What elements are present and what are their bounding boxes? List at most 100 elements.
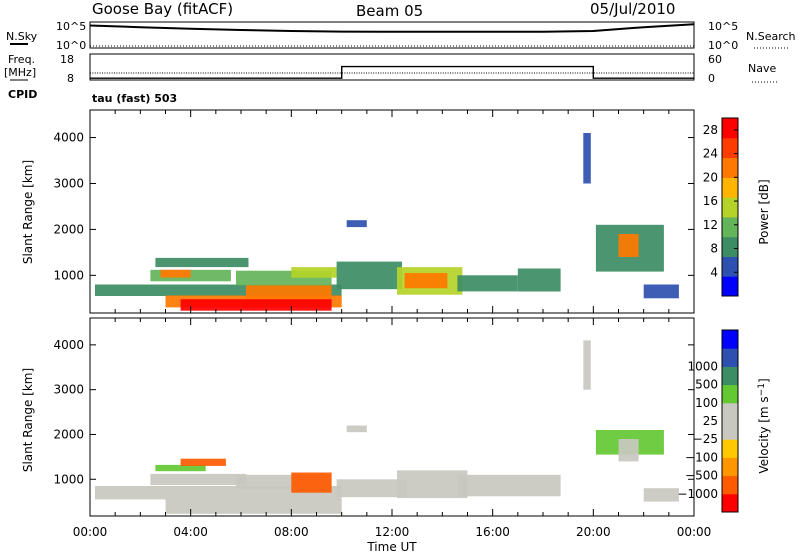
velocity-colorbar-cell-2 [722, 457, 738, 477]
velocity-x-ticks [89, 318, 695, 516]
freq-label-line1: Freq. [8, 53, 35, 66]
velocity-colorbar-cell-8 [722, 348, 738, 367]
power-colorbar-label-0: 4 [710, 265, 718, 279]
noise-tick-top-right: 10^5 [708, 20, 738, 33]
power-colorbar-label: Power [dB] [757, 179, 771, 244]
velocity-colorbar-cell-0 [722, 493, 738, 513]
echo-region-2 [155, 257, 249, 268]
power-colorbar-frame [721, 117, 739, 297]
y-tick-label-1: 2000 [53, 427, 84, 441]
velocity-colorbar-cell-7 [722, 366, 738, 386]
power-panel: 1000 2000 3000 4000 Slant Range [km] 4 8 12 16… [21, 109, 771, 314]
echo-region-6 [291, 472, 332, 493]
velocity-ylabel: Slant Range [km] [21, 368, 35, 472]
time-label-2: 08:00 [274, 525, 309, 539]
velocity-colorbar-cell-1 [722, 475, 738, 495]
velocity-colorbar-label: Velocity [m s−1] [757, 378, 771, 473]
echo-region-14 [517, 268, 561, 292]
velocity-colorbar-label-1: −500 [685, 469, 718, 483]
power-x-ticks [89, 110, 695, 313]
power-colorbar-cell-5 [722, 177, 738, 198]
time-label-4: 16:00 [475, 525, 510, 539]
power-colorbar-cell-4 [722, 197, 738, 218]
echo-region-13 [457, 275, 518, 292]
time-label-0: 00:00 [73, 525, 108, 539]
nave-tick-bottom: 0 [708, 72, 715, 85]
time-label-5: 20:00 [576, 525, 611, 539]
echo-region-9 [457, 474, 561, 497]
velocity-colorbar-label-3: −25 [693, 432, 718, 446]
echo-region-0 [95, 284, 342, 296]
velocity-colorbar-frame [721, 329, 739, 513]
frequency-panel-frame [89, 53, 695, 81]
velocity-colorbar-label-0: −1000 [677, 487, 718, 501]
power-colorbar-cell-2 [722, 236, 738, 257]
time-axis-title: Time UT [366, 540, 417, 554]
power-colorbar-label-2: 12 [703, 218, 718, 232]
noise-tick-bottom-left: 10^0 [56, 39, 86, 52]
y-tick-label-0: 1000 [53, 268, 84, 282]
nsky-label: N.Sky [6, 30, 38, 43]
velocity-y-ticks: 1000 2000 3000 4000 [53, 338, 694, 486]
date-title: 05/Jul/2010 [590, 0, 675, 18]
time-label-6: 00:00 [677, 525, 712, 539]
power-colorbar: 4 8 12 16 20 24 28 [703, 117, 739, 297]
velocity-colorbar-cell-3 [722, 439, 738, 458]
velocity-colorbar-label-tail: ] [757, 378, 771, 383]
velocity-colorbar-label-6: 500 [695, 378, 718, 392]
cpid-value: tau (fast) 503 [92, 92, 177, 105]
power-colorbar-label-5: 24 [703, 147, 718, 161]
time-label-1: 04:00 [173, 525, 208, 539]
velocity-data [95, 340, 679, 514]
power-colorbar-cell-8 [722, 118, 738, 139]
velocity-colorbar-label-5: 100 [695, 396, 718, 410]
echo-region-16 [618, 234, 639, 257]
y-tick-label-3: 4000 [53, 131, 84, 145]
echo-region-8 [291, 267, 337, 278]
echo-region-3 [160, 269, 191, 278]
time-axis-labels: 00:00 04:00 08:00 12:00 16:00 20:00 00:00 [73, 525, 712, 539]
cpid-label: CPID [8, 88, 37, 101]
velocity-colorbar-label-2: −100 [685, 450, 718, 464]
freq-label-line2: [MHz] [4, 66, 36, 79]
y-tick-label-2: 3000 [53, 176, 84, 190]
power-colorbar-cell-6 [722, 157, 738, 178]
echo-region-12 [404, 273, 448, 289]
nsearch-label: N.Search [746, 30, 796, 43]
power-colorbar-cell-0 [722, 276, 738, 297]
power-data [95, 133, 679, 311]
power-colorbar-label-1: 8 [710, 242, 718, 256]
noise-tick-bottom-right: 10^0 [708, 39, 738, 52]
frequency-panel: 18 8 60 0 Freq. [MHz] Nave CPID tau (fas… [4, 53, 778, 105]
power-colorbar-cell-3 [722, 216, 738, 238]
echo-region-8 [397, 470, 468, 499]
velocity-colorbar-label-exponent: −1 [757, 383, 767, 396]
echo-region-12 [618, 439, 639, 462]
velocity-colorbar-cell-6 [722, 384, 738, 404]
echo-region-10 [346, 220, 367, 228]
echo-region-1 [165, 499, 342, 514]
echo-region-14 [583, 340, 591, 390]
noise-sky-line [89, 23, 695, 33]
freq-tick-bottom: 8 [67, 72, 74, 85]
echo-region-18 [583, 133, 591, 184]
velocity-colorbar-cell-4 [722, 421, 738, 440]
power-ylabel: Slant Range [km] [21, 160, 35, 264]
noise-tick-top-left: 10^5 [56, 20, 86, 33]
echo-region-6 [246, 284, 332, 299]
power-y-ticks: 1000 2000 3000 4000 [53, 131, 694, 282]
noise-panel-frame [89, 21, 695, 49]
velocity-colorbar-label-main: Velocity [m s [757, 396, 771, 473]
power-colorbar-cell-7 [722, 137, 738, 159]
velocity-colorbar: −1000 −500 −100 −25 25 100 500 1000 [677, 329, 739, 513]
echo-region-9 [336, 261, 402, 290]
nave-line [90, 65, 694, 79]
velocity-colorbar-cell-5 [722, 402, 738, 422]
echo-region-10 [346, 425, 367, 433]
power-colorbar-label-6: 28 [703, 123, 718, 137]
echo-region-17 [643, 284, 679, 299]
power-colorbar-label-3: 16 [703, 194, 718, 208]
echo-region-0 [95, 486, 342, 500]
nave-tick-top: 60 [708, 53, 722, 66]
